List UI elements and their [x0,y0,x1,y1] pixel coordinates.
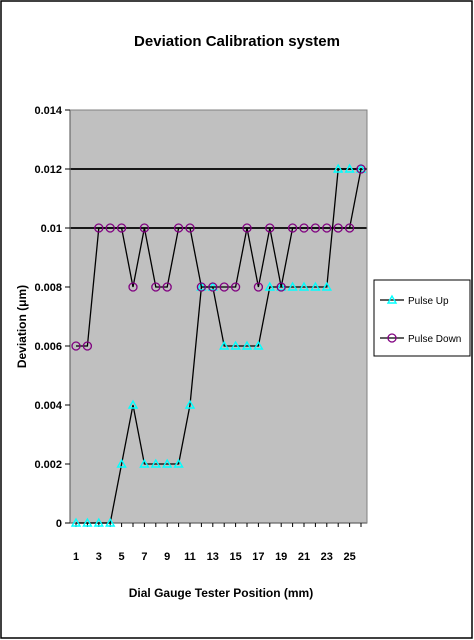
data-point [173,223,184,233]
data-point [310,223,321,233]
data-point [310,281,321,291]
data-point [253,282,264,292]
x-axis-label: Dial Gauge Tester Position (mm) [129,586,313,600]
data-point [332,163,344,173]
data-point [116,223,127,233]
y-tick-label: 0.01 [41,223,62,235]
legend-marker [386,294,398,304]
legend-marker [387,333,397,343]
data-point [127,399,139,409]
x-tick-labels: 1 3 5 7 9 11 13 15 17 19 21 23 25 [73,523,362,563]
data-point [242,223,252,233]
data-point [94,223,104,233]
x-tick-label: 21 [298,551,310,563]
y-tick-label: 0.004 [34,400,62,412]
legend-box [373,279,471,357]
x-tick-label: 17 [252,551,264,563]
series-line [76,168,362,347]
legend-label: Pulse Up [408,296,449,307]
x-tick-label: 1 [73,551,79,563]
chart-title: Deviation Calibration system [134,33,340,50]
y-tick-label: 0.014 [34,105,62,117]
x-tick-label: 7 [141,551,147,563]
data-point [241,340,253,350]
series-pulse-up [70,163,367,527]
data-point [82,517,93,527]
data-point [230,340,241,350]
data-point [82,341,93,351]
plot-border [69,109,368,524]
series-pulse-down [71,164,366,351]
x-tick-label: 13 [207,551,219,563]
data-point [322,223,332,233]
data-point [185,223,195,233]
x-tick-label: 23 [321,551,333,563]
x-tick-label: 19 [275,551,287,563]
data-point [344,163,355,173]
data-point [70,517,82,527]
y-tick-label: 0 [56,518,62,530]
legend: Pulse Up Pulse Down [373,279,471,357]
data-point [105,223,115,233]
x-tick-label: 25 [343,551,355,563]
legend-label: Pulse Down [408,334,461,345]
x-tick-label: 9 [164,551,170,563]
data-point [184,399,196,409]
x-tick-label: 5 [119,551,125,563]
data-point [333,223,343,233]
y-tick-label: 0.002 [34,459,62,471]
data-point [287,281,298,291]
data-point [356,164,366,174]
x-tick-label: 3 [96,551,102,563]
data-point [71,341,81,351]
data-point [264,281,276,291]
data-point [344,223,355,233]
data-point [104,517,116,527]
data-point [298,281,310,291]
data-point [275,281,287,291]
data-point [287,223,298,233]
data-point [139,458,150,468]
data-point [161,458,173,468]
data-point [276,282,286,292]
y-tick-label: 0.008 [34,282,62,294]
series-group [70,163,367,527]
data-point [151,282,161,292]
data-point [253,340,264,350]
data-point [173,458,184,468]
data-point [218,340,230,350]
data-point [265,223,275,233]
y-tick-label: 0.006 [34,341,62,353]
data-point [196,282,207,292]
data-point [116,458,127,468]
data-point [128,282,138,292]
y-tick-label: 0.012 [34,164,62,176]
data-point [208,282,218,292]
data-point [162,282,172,292]
data-point [219,282,229,292]
data-point [150,458,162,468]
data-point [299,223,309,233]
axes [69,109,368,524]
data-point [321,281,333,291]
data-point [139,223,150,233]
x-tick-label: 11 [184,551,196,563]
y-axis-label: Deviation (μm) [15,285,29,368]
y-tick-labels: 0 0.002 0.004 0.006 0.008 0.01 0.012 0.014 [34,105,70,530]
data-point [230,282,241,292]
x-tick-label: 15 [229,551,241,563]
data-point [93,517,105,527]
